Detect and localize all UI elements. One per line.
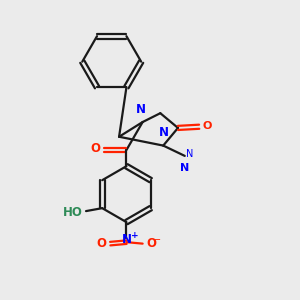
Text: +: + (131, 231, 139, 240)
Text: O: O (91, 142, 100, 155)
Text: −: − (153, 235, 161, 245)
Text: O: O (96, 237, 106, 250)
Text: N: N (136, 103, 146, 116)
Text: O: O (203, 121, 212, 131)
Text: N: N (159, 126, 169, 139)
Text: HO: HO (63, 206, 83, 219)
Text: O: O (146, 237, 157, 250)
Text: N: N (186, 149, 194, 159)
Text: N: N (180, 163, 189, 173)
Text: N: N (122, 233, 131, 246)
